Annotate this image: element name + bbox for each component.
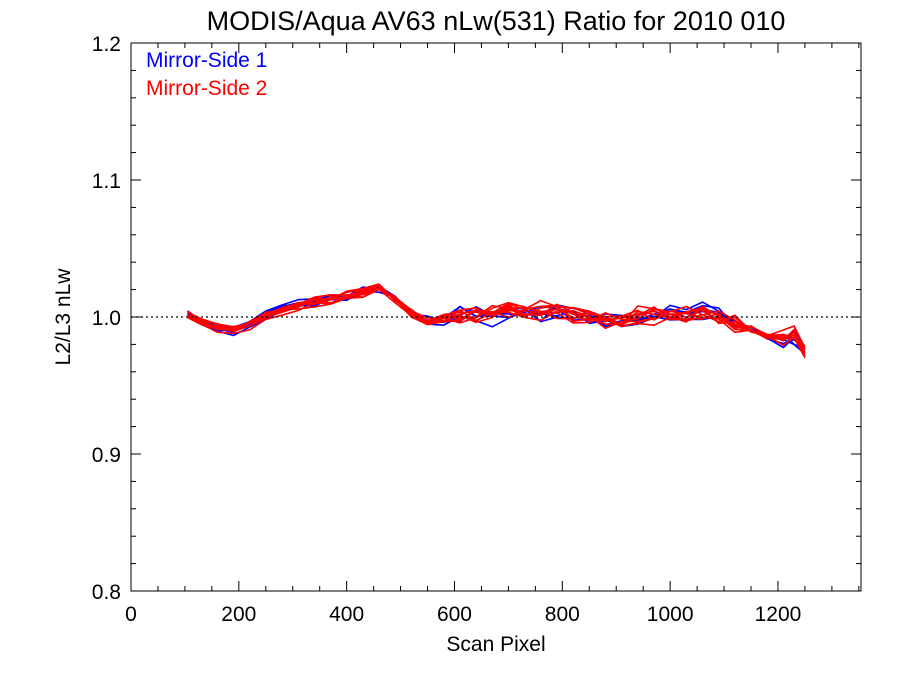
series-line-mirror-side-2 [187,284,806,359]
y-tick-label: 1.2 [92,33,121,56]
series-line-mirror-side-1 [187,290,806,351]
series-line-mirror-side-1 [187,288,806,350]
y-tick-label: 1.0 [92,307,121,330]
x-tick-label: 1200 [755,603,802,626]
series-line-mirror-side-2 [187,287,806,354]
series-line-mirror-side-2 [187,287,806,357]
y-axis: 0.8 0.9 1.0 1.1 1.2 [92,33,861,604]
series-line-mirror-side-1 [187,286,806,355]
legend: Mirror-Side 1 Mirror-Side 2 [146,49,267,100]
series-line-mirror-side-2 [187,286,806,357]
x-axis-label: Scan Pixel [446,633,545,656]
x-axis: 0 200 400 600 800 1000 1200 [125,43,860,626]
y-tick-label: 1.1 [92,170,121,193]
plot-lines [187,283,806,359]
legend-item-mirror-side-1: Mirror-Side 1 [146,49,267,72]
x-tick-label: 0 [125,603,137,626]
chart-title: MODIS/Aqua AV63 nLw(531) Ratio for 2010 … [207,6,786,36]
x-tick-label: 800 [545,603,580,626]
y-tick-label: 0.8 [92,581,121,604]
series-line-mirror-side-2 [187,287,806,348]
x-tick-label: 400 [329,603,364,626]
y-tick-label: 0.9 [92,444,121,467]
x-tick-label: 600 [437,603,472,626]
x-tick-label: 1000 [647,603,694,626]
legend-item-mirror-side-2: Mirror-Side 2 [146,77,267,100]
series-line-mirror-side-2 [187,288,806,353]
x-tick-label: 200 [221,603,256,626]
y-axis-label: L2/L3 nLw [52,268,75,366]
